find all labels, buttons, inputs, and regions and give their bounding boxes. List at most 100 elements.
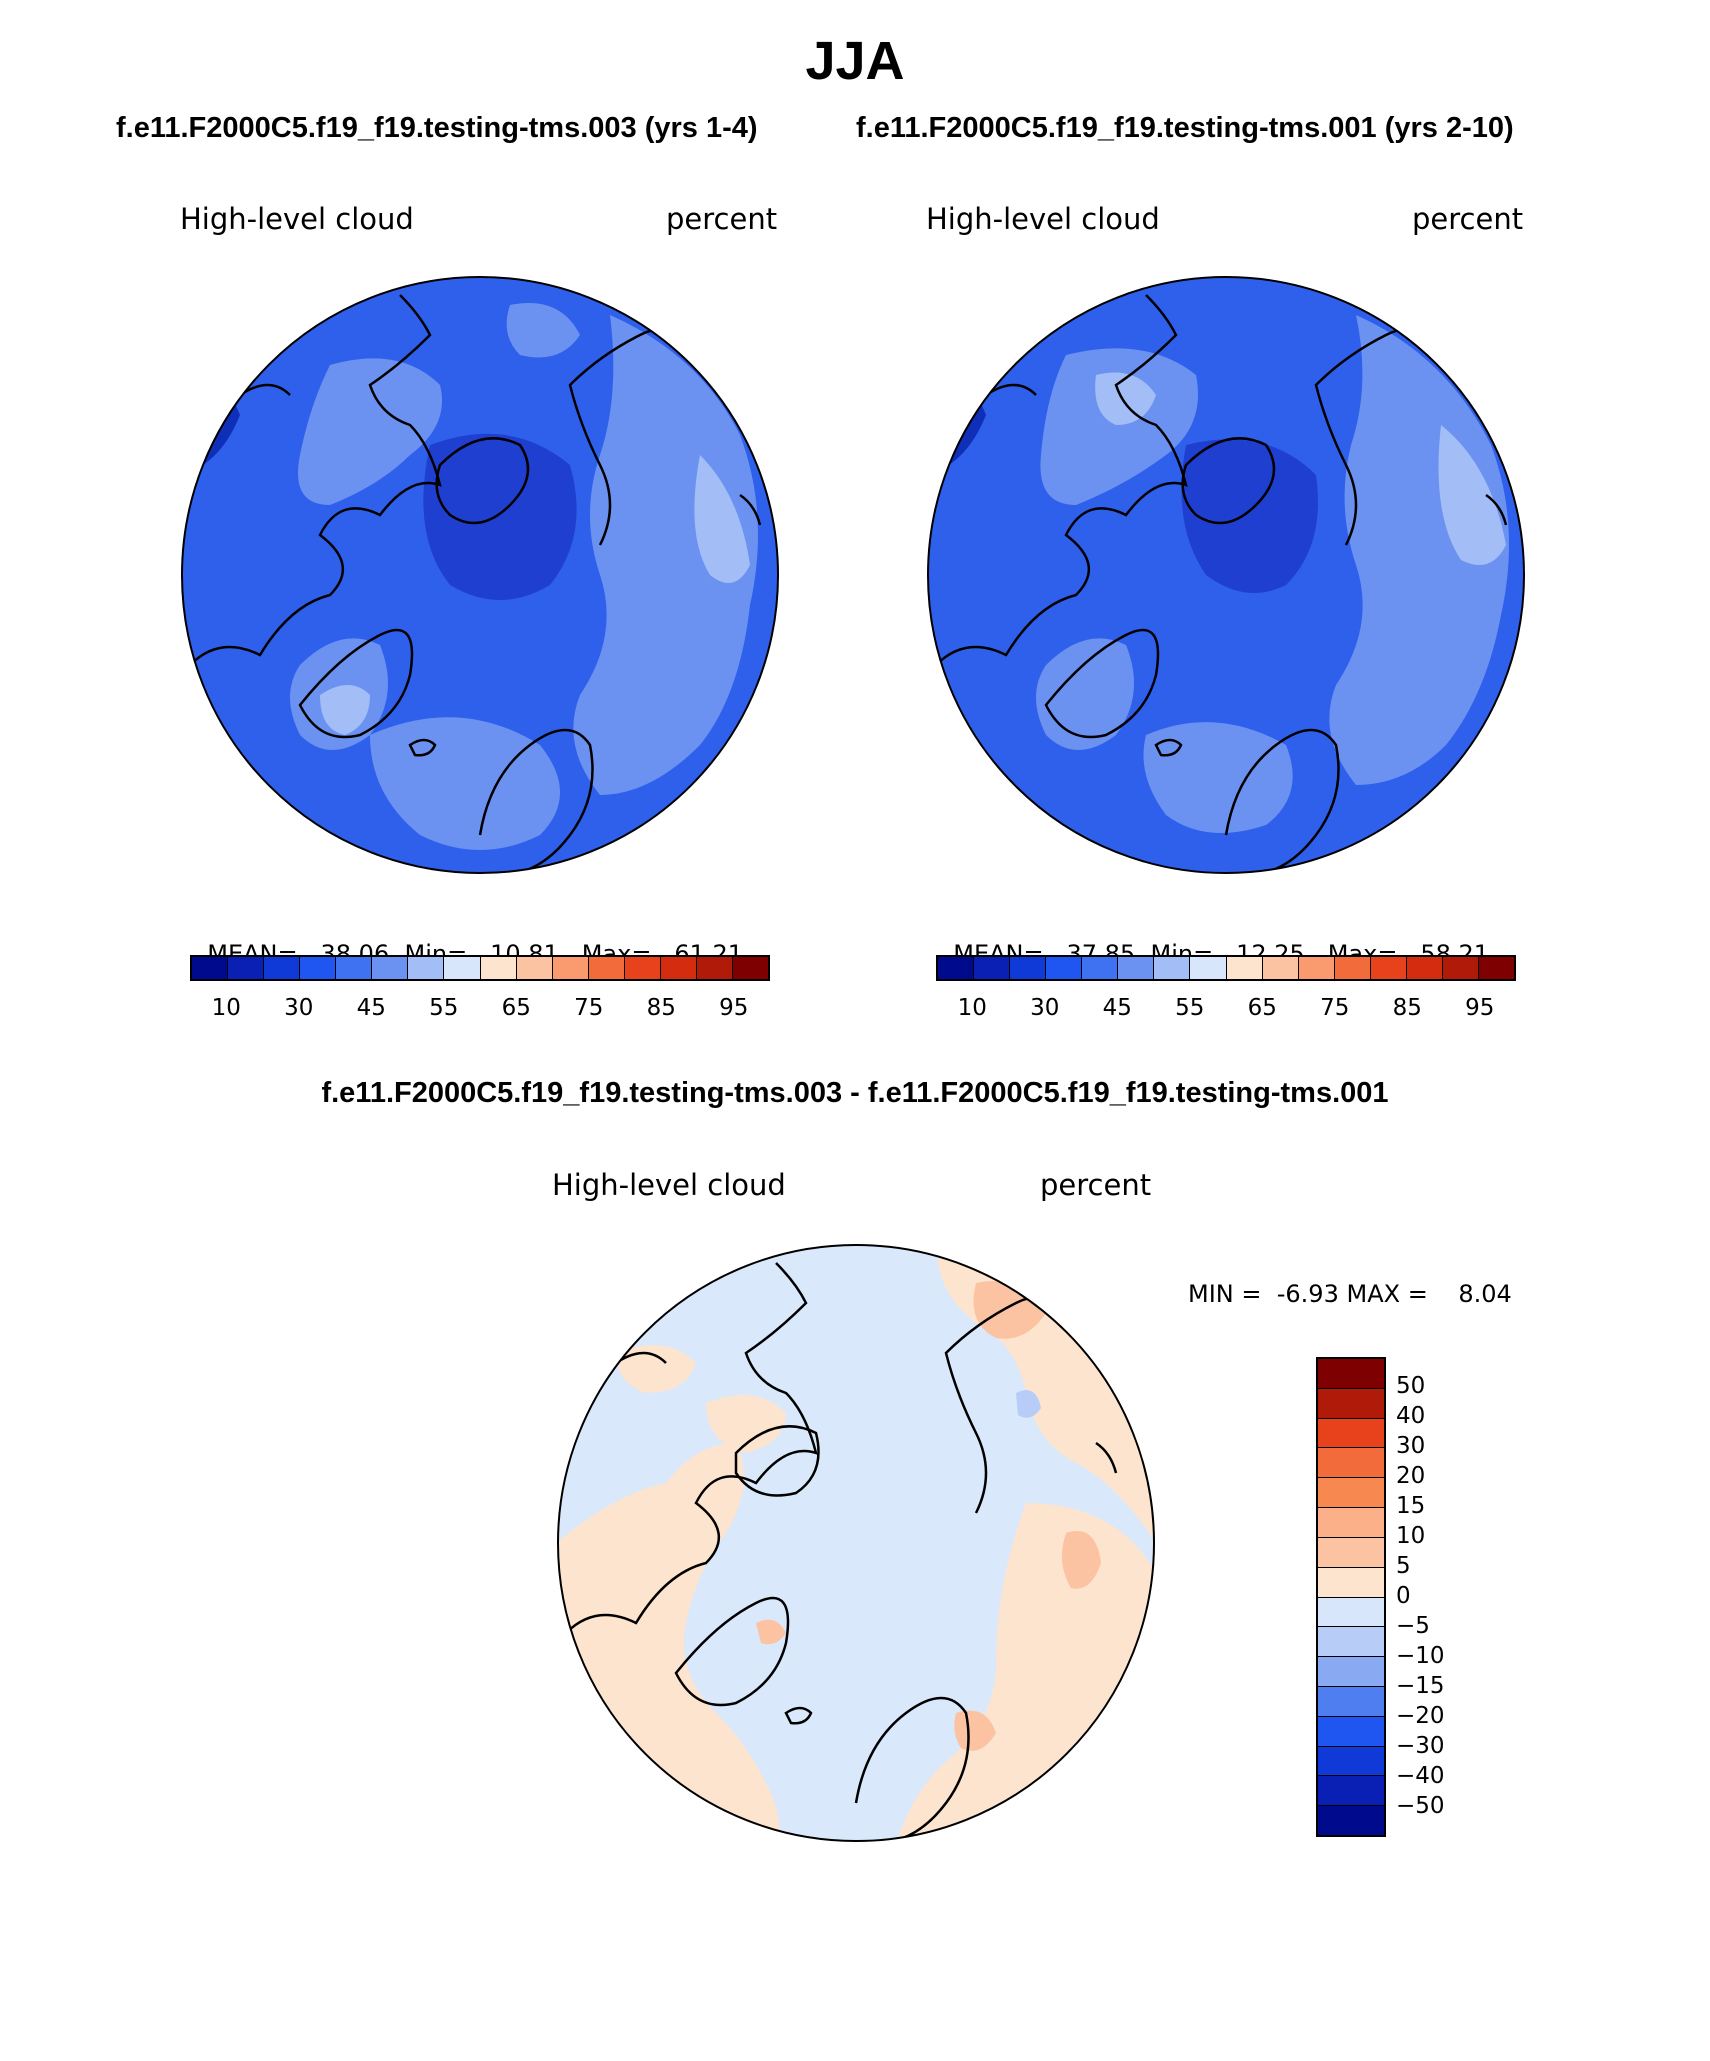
coastline	[565, 1262, 818, 1634]
cloud-contour-light	[506, 303, 580, 358]
colorbar-swatch	[1190, 957, 1227, 979]
colorbar-tick-label: 85	[646, 995, 676, 1021]
colorbar-swatch	[480, 957, 517, 979]
colorbar-swatch	[732, 957, 768, 979]
colorbar-tick-label: 30	[1396, 1433, 1426, 1459]
coastline	[935, 294, 1188, 666]
colorbar-swatch	[1010, 957, 1047, 979]
cloud-contour-pale	[320, 685, 370, 735]
colorbar-ticks-difference: 50 40 30 20 15 10 5 0 −5 −10 −15 −20 −30 −40 −50	[1396, 1357, 1476, 1837]
colorbar-swatch	[264, 957, 301, 979]
coastline	[854, 1696, 970, 1841]
colorbar-tick-label: 30	[1030, 995, 1060, 1021]
island-outline	[739, 493, 762, 526]
max-value: 8.04	[1458, 1280, 1512, 1308]
colorbar-tick-label: 20	[1396, 1463, 1426, 1489]
colorbar-swatch	[1334, 957, 1371, 979]
variable-label-right: High-level cloud	[926, 202, 1160, 236]
colorbar-tick-label: 95	[719, 995, 749, 1021]
colorbar-swatch	[1318, 1478, 1384, 1509]
colorbar-swatch	[1318, 1746, 1384, 1777]
cloud-contour-pale	[1095, 372, 1156, 425]
colorbar-tick-label: 10	[211, 995, 241, 1021]
colorbar-swatch	[1082, 957, 1119, 979]
coastline	[298, 628, 414, 739]
diff-minmax: MIN = -6.93 MAX = 8.04	[1188, 1280, 1512, 1308]
negative-anomaly	[1016, 1390, 1041, 1418]
positive-anomaly-strong	[756, 1619, 786, 1645]
units-label-diff: percent	[1040, 1168, 1152, 1202]
coastline	[674, 1596, 790, 1707]
map-boundary	[557, 1244, 1155, 1842]
variable-label-diff: High-level cloud	[552, 1168, 786, 1202]
polar-map-difference	[557, 1244, 1155, 1842]
colorbar-swatch	[1318, 1657, 1384, 1687]
colorbar-swatch	[336, 957, 373, 979]
case-label-left: f.e11.F2000C5.f19_f19.testing-tms.003 (y…	[116, 112, 758, 144]
island-outline	[408, 738, 437, 757]
colorbar-swatch	[1318, 1716, 1384, 1747]
positive-anomaly-strong	[954, 1710, 996, 1751]
colorbar-swatch	[1318, 1627, 1384, 1658]
colorbar-swatch	[300, 957, 337, 979]
colorbar-swatch	[1318, 1508, 1384, 1538]
colorbar-swatch	[974, 957, 1011, 979]
cloud-contour-pale	[694, 455, 750, 583]
colorbar-swatch	[1318, 1806, 1384, 1835]
max-label: MAX =	[1346, 1280, 1428, 1308]
colorbar-swatch	[938, 957, 975, 979]
colorbar-swatch	[1318, 1359, 1384, 1389]
colorbar-tick-label: 10	[957, 995, 987, 1021]
colorbar-tick-label: 0	[1396, 1583, 1411, 1609]
positive-anomaly	[706, 1395, 786, 1453]
colorbar-swatch	[1226, 957, 1263, 979]
colorbar-swatch	[444, 957, 481, 979]
colorbar-swatch	[192, 957, 229, 979]
colorbar-tick-label: 15	[1396, 1493, 1426, 1519]
colorbar-swatch	[1318, 1388, 1384, 1419]
difference-title: f.e11.F2000C5.f19_f19.testing-tms.003 - …	[321, 1077, 1389, 1109]
colorbar-tick-label: 45	[1102, 995, 1132, 1021]
colorbar-swatch	[1298, 957, 1335, 979]
colorbar-tick-label: −10	[1396, 1643, 1445, 1669]
coastline	[734, 1425, 820, 1497]
season-title: JJA	[805, 31, 905, 91]
cloud-contour-dark	[1181, 439, 1318, 593]
island-outline	[1485, 493, 1508, 526]
colorbar-swatch	[1442, 957, 1479, 979]
coastline	[189, 294, 442, 666]
colorbar-tick-label: −40	[1396, 1763, 1445, 1789]
positive-anomaly-strong	[1062, 1531, 1101, 1589]
colorbar-swatch	[1318, 1448, 1384, 1479]
polar-map-right	[927, 276, 1525, 874]
colorbar-swatch	[696, 957, 733, 979]
coastline	[478, 728, 594, 873]
colorbar-difference	[1316, 1357, 1386, 1837]
colorbar-tick-label: 65	[501, 995, 531, 1021]
colorbar-swatch	[660, 957, 697, 979]
cloud-contour-light	[1329, 315, 1509, 785]
colorbar-left	[190, 955, 770, 981]
colorbar-swatch	[1318, 1686, 1384, 1717]
cloud-contour-light	[1143, 722, 1293, 833]
colorbar-swatch	[1318, 1567, 1384, 1598]
colorbar-swatch	[1318, 1537, 1384, 1568]
colorbar-swatch	[1370, 957, 1407, 979]
colorbar-tick-label: −30	[1396, 1733, 1445, 1759]
colorbar-swatch	[1118, 957, 1155, 979]
colorbar-tick-label: 30	[284, 995, 314, 1021]
colorbar-swatch	[552, 957, 589, 979]
units-label-left: percent	[666, 202, 778, 236]
map-boundary	[181, 276, 779, 874]
island-outline	[784, 1706, 813, 1725]
cloud-contour-light	[1040, 348, 1198, 505]
colorbar-tick-label: 65	[1247, 995, 1277, 1021]
cloud-contour-light	[1036, 638, 1134, 750]
colorbar-ticks-left: 10 30 45 55 65 75 85 95	[190, 995, 770, 1025]
colorbar-tick-label: 50	[1396, 1373, 1426, 1399]
case-label-right: f.e11.F2000C5.f19_f19.testing-tms.001 (y…	[856, 112, 1514, 144]
colorbar-swatch	[372, 957, 409, 979]
variable-label-left: High-level cloud	[180, 202, 414, 236]
colorbar-swatch	[1478, 957, 1514, 979]
map-boundary	[927, 276, 1525, 874]
